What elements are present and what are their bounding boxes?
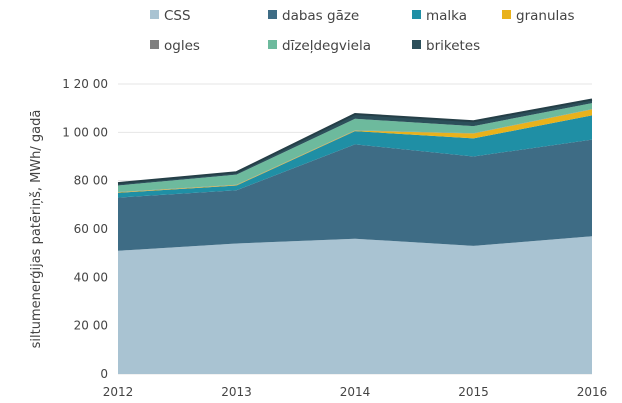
area-dīzeļdegviela — [118, 103, 592, 192]
x-axis-ticks: 2012 2013 2014 2015 2016 — [103, 385, 608, 399]
legend-swatch — [412, 10, 421, 19]
y-tick-label: 1 00 00 — [62, 125, 108, 139]
legend-swatch — [150, 10, 159, 19]
legend-swatch — [268, 40, 277, 49]
legend-label: ogles — [164, 38, 200, 54]
y-tick-label: 40 00 — [74, 270, 108, 284]
y-tick-label: 60 00 — [74, 222, 108, 236]
legend-label: CSS — [164, 8, 191, 24]
legend-label: granulas — [516, 8, 575, 24]
legend: CSS dabas gāze malka granulas ogles dīzeļdegv… — [150, 8, 575, 54]
series-areas — [117, 98, 593, 374]
total-outline — [117, 98, 593, 185]
legend-label: malka — [426, 8, 467, 24]
area-briketes — [118, 99, 592, 186]
area-dabas-gāze — [118, 139, 592, 251]
legend-label: dabas gāze — [282, 8, 359, 24]
x-tick-label: 2013 — [221, 385, 252, 399]
x-tick-label: 2015 — [458, 385, 489, 399]
legend-swatch — [150, 40, 159, 49]
y-tick-label: 1 20 00 — [62, 77, 108, 91]
legend-label: briketes — [426, 38, 480, 54]
legend-swatch — [412, 40, 421, 49]
legend-label: dīzeļdegviela — [282, 38, 371, 54]
y-tick-label: 20 00 — [74, 319, 108, 333]
legend-swatch — [502, 10, 511, 19]
x-tick-label: 2014 — [340, 385, 371, 399]
area-css — [118, 236, 592, 374]
legend-swatch — [268, 10, 277, 19]
x-tick-label: 2016 — [577, 385, 608, 399]
y-axis-label: siltumenerģijas patēriņš, MWh/ gadā — [29, 110, 44, 349]
y-tick-label: 0 — [100, 367, 108, 381]
y-tick-label: 80 00 — [74, 174, 108, 188]
y-axis-ticks: 0 20 00 40 00 60 00 80 00 1 00 00 1 20 00 — [62, 77, 108, 381]
x-tick-label: 2012 — [103, 385, 134, 399]
area-malka — [118, 115, 592, 198]
